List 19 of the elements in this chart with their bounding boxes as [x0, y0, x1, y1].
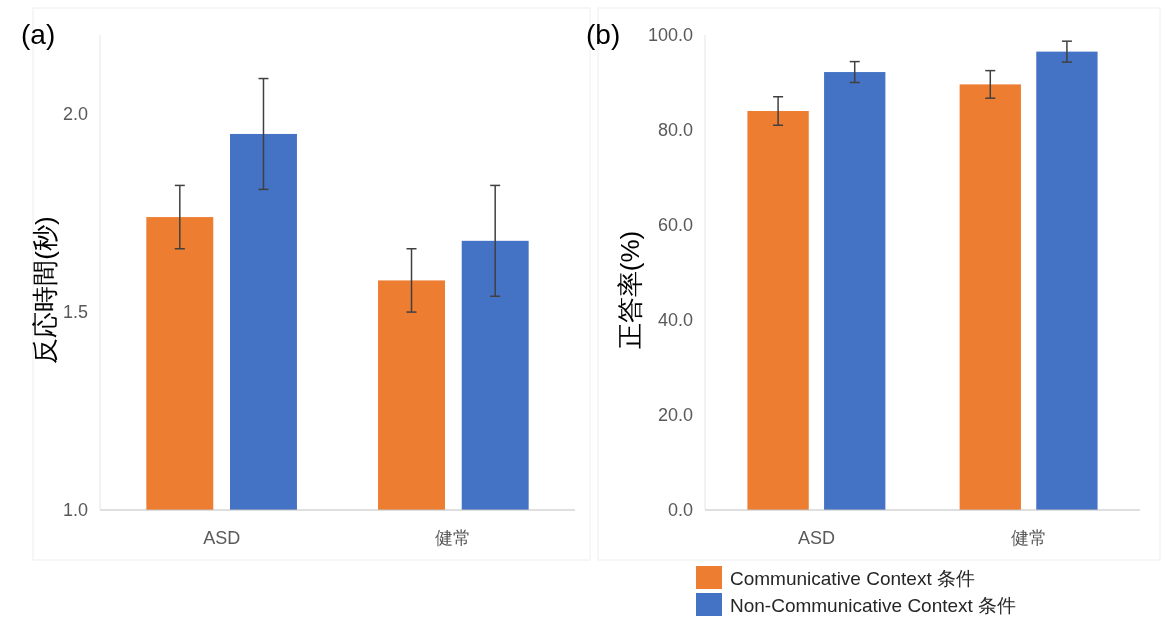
y-tick-label: 100.0: [647, 25, 693, 46]
x-tick-label: ASD: [797, 528, 835, 548]
x-tick-label: ASD: [203, 528, 241, 548]
legend-label: Non-Communicative Context 条件: [730, 594, 1017, 616]
y-axis-title: 反応時間(秒): [29, 216, 60, 364]
chart-title: (b): [586, 19, 621, 50]
legend-label: Communicative Context 条件: [730, 567, 975, 589]
y-tick-label: 20.0: [657, 405, 693, 426]
chart-title: (a): [21, 19, 56, 50]
y-tick-label: 2.0: [62, 104, 88, 125]
y-tick-label: 0.0: [667, 500, 693, 521]
y-tick-label: 40.0: [657, 310, 693, 331]
x-tick-label: 健常: [1010, 528, 1047, 548]
x-tick-label: 健常: [435, 528, 472, 548]
y-axis-title: 正答率(%): [614, 230, 645, 350]
y-tick-label: 1.5: [62, 302, 88, 323]
y-tick-label: 80.0: [657, 120, 693, 141]
y-tick-label: 1.0: [62, 500, 88, 521]
y-tick-label: 60.0: [657, 215, 693, 236]
